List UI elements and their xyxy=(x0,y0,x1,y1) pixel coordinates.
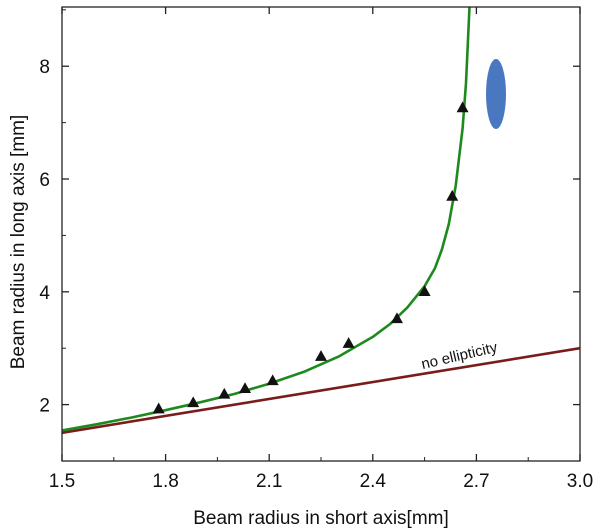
x-tick-label: 1.8 xyxy=(152,471,178,492)
y-tick-label: 4 xyxy=(39,283,50,304)
blue-ellipse-inset xyxy=(486,59,506,129)
data-point-triangle xyxy=(390,312,403,324)
data-point-triangle xyxy=(315,350,327,361)
data-point-triangle xyxy=(218,387,231,399)
data-point-triangle xyxy=(342,337,355,348)
x-tick-label: 2.1 xyxy=(256,471,282,492)
x-tick-label: 3.0 xyxy=(567,471,593,492)
y-axis-title: Beam radius in long axis [mm] xyxy=(8,115,29,370)
fit-curve xyxy=(62,7,471,432)
data-point-triangle xyxy=(152,402,165,414)
no-ellipticity-line xyxy=(62,346,580,435)
data-point-triangle xyxy=(456,101,469,113)
data-point-triangle xyxy=(266,374,279,386)
x-tick-label: 2.7 xyxy=(463,471,489,492)
x-tick-label: 2.4 xyxy=(360,471,387,492)
x-tick-label: 1.5 xyxy=(49,471,75,492)
y-tick-label: 8 xyxy=(39,57,50,78)
y-tick-label: 6 xyxy=(39,170,50,191)
data-point-triangle xyxy=(418,285,431,297)
data-point-triangle xyxy=(187,396,200,408)
x-axis-title: Beam radius in short axis[mm] xyxy=(193,508,449,529)
data-point-triangle xyxy=(446,189,459,201)
y-tick-label: 2 xyxy=(39,396,50,417)
data-point-triangle xyxy=(239,382,252,394)
